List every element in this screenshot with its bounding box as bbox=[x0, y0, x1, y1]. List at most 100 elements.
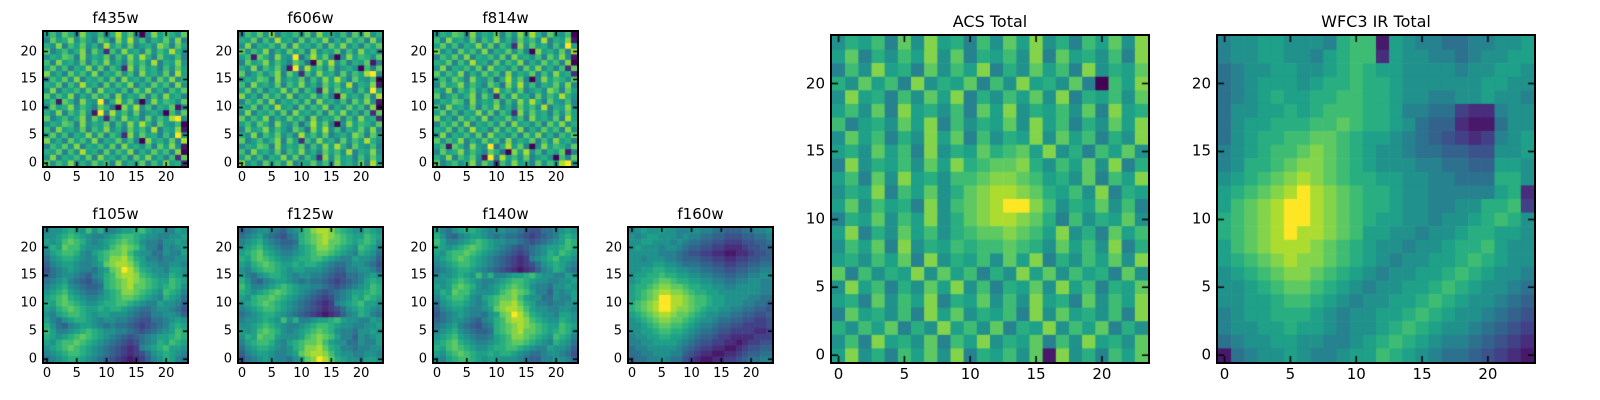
panel-title-wfc3-ir-total: WFC3 IR Total bbox=[1321, 12, 1431, 31]
x-tick-label: 5 bbox=[657, 366, 666, 381]
x-tick-label: 15 bbox=[323, 366, 340, 381]
x-tick-label: 5 bbox=[267, 366, 276, 381]
y-tick-label: 10 bbox=[20, 99, 37, 115]
x-tick-label: 15 bbox=[518, 170, 535, 185]
x-tick-label: 20 bbox=[1478, 365, 1498, 383]
y-tick-label: 0 bbox=[28, 155, 37, 171]
y-tick-label: 10 bbox=[605, 295, 622, 311]
x-tick-label: 10 bbox=[293, 170, 310, 185]
x-tick-label: 10 bbox=[488, 366, 505, 381]
y-tick-label: 20 bbox=[410, 240, 427, 256]
y-tick-label: 20 bbox=[605, 240, 622, 256]
x-tick-label: 5 bbox=[72, 170, 81, 185]
heatmap-f606w bbox=[239, 32, 382, 166]
x-tick-label: 5 bbox=[1285, 365, 1296, 383]
y-tick-label: 0 bbox=[418, 155, 427, 171]
y-tick-label: 5 bbox=[223, 323, 232, 339]
y-tick-label: 20 bbox=[805, 74, 825, 93]
panel-f160w: f160w 0 5 10 15 20 0 5 10 15 20 bbox=[605, 205, 774, 380]
x-tick-label: 15 bbox=[1412, 365, 1432, 383]
heatmap-f814w bbox=[434, 32, 577, 166]
y-tick-label: 10 bbox=[215, 295, 232, 311]
heatmap-acs-total bbox=[832, 36, 1148, 362]
x-tick-label: 10 bbox=[488, 170, 505, 185]
y-tick-label: 0 bbox=[223, 155, 232, 171]
x-tick-label: 15 bbox=[1026, 365, 1046, 383]
x-tick-label: 0 bbox=[627, 366, 637, 381]
y-tick-label: 15 bbox=[1191, 141, 1211, 160]
x-tick-label: 10 bbox=[683, 366, 700, 381]
x-tick-label: 0 bbox=[237, 170, 247, 185]
x-tick-label: 15 bbox=[128, 170, 145, 185]
y-tick-label: 5 bbox=[815, 277, 825, 296]
y-tick-label: 20 bbox=[1191, 74, 1211, 93]
y-tick-label: 0 bbox=[418, 351, 427, 367]
x-tick-label: 20 bbox=[742, 366, 760, 381]
y-tick-label: 20 bbox=[20, 240, 37, 256]
x-tick-label: 15 bbox=[518, 366, 535, 381]
x-tick-label: 20 bbox=[157, 170, 175, 185]
panel-title-f435w: f435w bbox=[92, 9, 139, 27]
panel-title-f125w: f125w bbox=[287, 205, 334, 223]
heatmap-f160w bbox=[629, 228, 772, 362]
y-tick-label: 20 bbox=[410, 44, 427, 60]
y-tick-label: 15 bbox=[410, 267, 427, 283]
y-tick-label: 15 bbox=[215, 71, 232, 87]
panel-f606w: f606w 0 5 10 15 20 0 5 10 15 20 bbox=[215, 9, 384, 184]
y-tick-label: 20 bbox=[215, 44, 232, 60]
y-tick-label: 5 bbox=[223, 127, 232, 143]
y-tick-label: 15 bbox=[410, 71, 427, 87]
x-tick-label: 15 bbox=[128, 366, 145, 381]
y-tick-label: 15 bbox=[215, 267, 232, 283]
y-tick-label: 0 bbox=[613, 351, 622, 367]
x-tick-label: 20 bbox=[547, 170, 565, 185]
y-tick-label: 20 bbox=[20, 44, 37, 60]
x-tick-label: 15 bbox=[323, 170, 340, 185]
heatmap-wfc3-ir-total bbox=[1218, 36, 1534, 362]
x-tick-label: 20 bbox=[157, 366, 175, 381]
panel-f105w: f105w 0 5 10 15 20 0 5 10 15 20 bbox=[20, 205, 189, 380]
heatmap-f435w bbox=[44, 32, 187, 166]
y-tick-label: 5 bbox=[418, 323, 427, 339]
x-tick-label: 0 bbox=[42, 170, 52, 185]
y-tick-label: 15 bbox=[20, 71, 37, 87]
y-tick-label: 5 bbox=[613, 323, 622, 339]
y-tick-label: 0 bbox=[223, 351, 232, 367]
panel-title-f105w: f105w bbox=[92, 205, 139, 223]
y-tick-label: 10 bbox=[805, 209, 825, 228]
panel-wfc3-ir-total: WFC3 IR Total 0 5 10 15 20 0 5 10 15 20 bbox=[1192, 12, 1536, 382]
x-tick-label: 20 bbox=[1092, 365, 1112, 383]
x-tick-label: 20 bbox=[547, 366, 565, 381]
y-tick-label: 0 bbox=[28, 351, 37, 367]
panel-title-f814w: f814w bbox=[482, 9, 529, 27]
y-tick-label: 10 bbox=[410, 99, 427, 115]
panel-title-f140w: f140w bbox=[482, 205, 529, 223]
y-tick-label: 10 bbox=[215, 99, 232, 115]
y-tick-label: 5 bbox=[28, 323, 37, 339]
panel-f814w: f814w 0 5 10 15 20 0 5 10 15 20 bbox=[410, 9, 579, 184]
x-tick-label: 20 bbox=[352, 170, 370, 185]
panel-title-f160w: f160w bbox=[677, 205, 724, 223]
heatmap-f140w bbox=[434, 228, 577, 362]
heatmap-f125w bbox=[239, 228, 382, 362]
y-tick-label: 10 bbox=[20, 295, 37, 311]
y-tick-label: 0 bbox=[1201, 345, 1211, 364]
x-tick-label: 0 bbox=[237, 366, 247, 381]
y-tick-label: 15 bbox=[20, 267, 37, 283]
y-tick-label: 15 bbox=[605, 267, 622, 283]
y-tick-label: 15 bbox=[805, 141, 825, 160]
x-tick-label: 5 bbox=[899, 365, 910, 383]
x-tick-label: 0 bbox=[1219, 365, 1230, 383]
x-tick-label: 5 bbox=[72, 366, 81, 381]
x-tick-label: 20 bbox=[352, 366, 370, 381]
x-tick-label: 0 bbox=[42, 366, 52, 381]
x-tick-label: 10 bbox=[960, 365, 980, 383]
y-tick-label: 10 bbox=[410, 295, 427, 311]
x-tick-label: 5 bbox=[267, 170, 276, 185]
x-tick-label: 15 bbox=[713, 366, 730, 381]
x-tick-label: 0 bbox=[432, 170, 442, 185]
y-tick-label: 5 bbox=[418, 127, 427, 143]
x-tick-label: 0 bbox=[833, 365, 844, 383]
x-tick-label: 10 bbox=[1346, 365, 1366, 383]
